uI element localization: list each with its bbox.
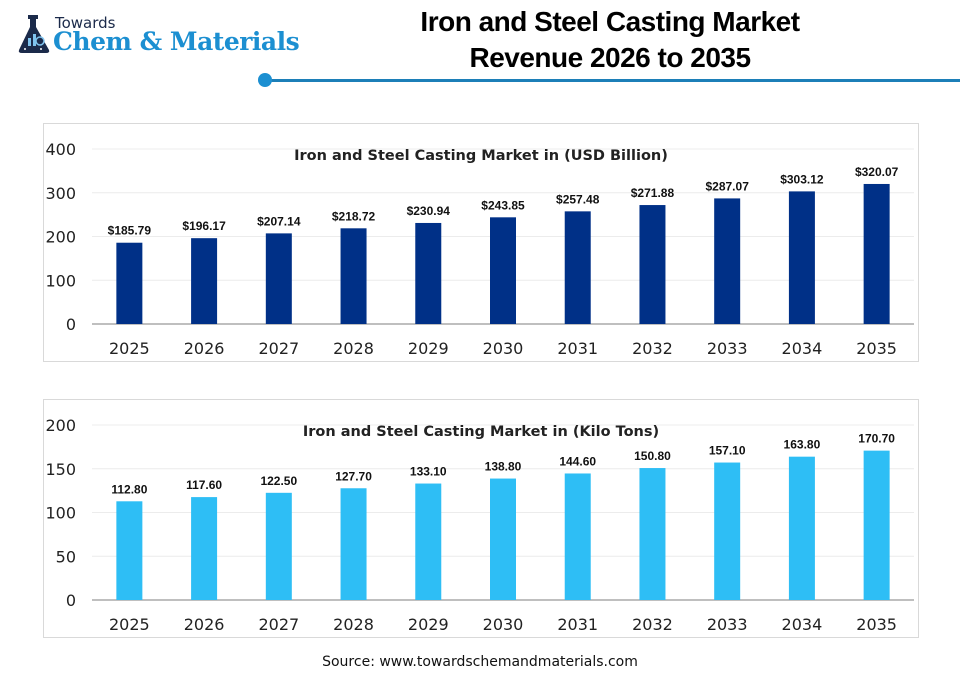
y-tick-label: 100: [45, 504, 76, 523]
bar: [340, 488, 367, 600]
logo-text-towards: Towards: [55, 14, 116, 32]
data-label: 170.70: [858, 432, 895, 446]
y-tick-label: 50: [56, 547, 76, 566]
y-tick-label: 200: [45, 228, 76, 247]
decorative-dot: [258, 73, 272, 87]
x-tick-label: 2025: [109, 339, 150, 358]
x-tick-label: 2034: [782, 615, 823, 634]
bar: [490, 478, 516, 600]
x-tick-label: 2026: [184, 615, 225, 634]
y-tick-label: 0: [66, 315, 76, 334]
bar: [340, 228, 367, 324]
data-label: $303.12: [780, 172, 824, 186]
data-label: $185.79: [108, 224, 152, 238]
bar: [116, 242, 143, 324]
data-label: 163.80: [784, 438, 821, 452]
data-label: $230.94: [407, 204, 451, 218]
bar: [265, 233, 292, 324]
data-label: 112.80: [111, 482, 147, 496]
data-label: 122.50: [260, 474, 297, 488]
y-tick-label: 400: [45, 140, 76, 159]
revenue-bar-chart: 0 100 200 300 400 Iron and Steel Casting Mark…: [45, 140, 914, 358]
title-line-2: Revenue 2026 to 2035: [469, 42, 751, 73]
data-label: $196.17: [182, 219, 226, 233]
y-tick-label: 300: [45, 184, 76, 203]
data-label: $243.85: [481, 198, 525, 212]
page-title: Iron and Steel Casting Market Revenue 20…: [330, 4, 890, 76]
bar: [788, 191, 815, 324]
volume-chart-panel: 0 50 100 150 200 Iron and Steel Casting Marke…: [43, 399, 919, 638]
data-label: 117.60: [186, 478, 222, 492]
y-tick-label: 200: [45, 416, 76, 435]
bar: [415, 483, 442, 600]
x-tick-label: 2031: [557, 615, 598, 634]
revenue-chart-panel: 0 100 200 300 400 Iron and Steel Casting Mark…: [43, 123, 919, 362]
bar: [564, 211, 591, 324]
volume-bar-chart: 0 50 100 150 200 Iron and Steel Casting Marke…: [45, 416, 914, 634]
x-tick-label: 2031: [557, 339, 598, 358]
x-tick-label: 2027: [258, 339, 299, 358]
x-tick-label: 2026: [184, 339, 225, 358]
x-tick-label: 2027: [258, 615, 299, 634]
flask-icon: [18, 15, 50, 53]
x-tick-label: 2035: [856, 615, 897, 634]
x-tick-label: 2034: [782, 339, 823, 358]
data-label: 157.10: [709, 444, 746, 458]
bar: [490, 217, 516, 324]
bar: [863, 450, 890, 600]
data-label: 144.60: [559, 454, 596, 468]
bar: [639, 468, 666, 600]
x-tick-label: 2028: [333, 615, 374, 634]
data-label: 150.80: [634, 449, 671, 463]
x-tick-label: 2029: [408, 615, 449, 634]
x-tick-label: 2030: [483, 339, 524, 358]
x-tick-label: 2025: [109, 615, 150, 634]
data-label: $218.72: [332, 209, 376, 223]
logo-text-brand: Chem & Materials: [53, 27, 300, 56]
data-label: $207.14: [257, 214, 301, 228]
bar: [191, 238, 218, 324]
bar: [714, 462, 741, 600]
chart-title: Iron and Steel Casting Market in (USD Bi…: [294, 148, 668, 164]
bar: [415, 222, 442, 324]
data-label: $257.48: [556, 192, 600, 206]
bar: [191, 497, 218, 600]
x-tick-label: 2032: [632, 339, 673, 358]
decorative-divider: [264, 79, 960, 82]
bar: [639, 205, 666, 324]
data-label: 138.80: [485, 460, 522, 474]
bar: [788, 456, 815, 600]
y-tick-label: 150: [45, 460, 76, 479]
data-label: $287.07: [705, 179, 749, 193]
data-label: 127.70: [335, 469, 372, 483]
x-tick-label: 2029: [408, 339, 449, 358]
x-tick-label: 2028: [333, 339, 374, 358]
data-label: 133.10: [410, 465, 447, 479]
x-tick-label: 2033: [707, 615, 748, 634]
data-label: $271.88: [631, 186, 675, 200]
x-tick-label: 2032: [632, 615, 673, 634]
y-tick-label: 0: [66, 591, 76, 610]
brand-logo: Towards Chem & Materials: [15, 12, 300, 57]
x-tick-label: 2035: [856, 339, 897, 358]
x-tick-label: 2033: [707, 339, 748, 358]
source-note: Source: www.towardschemandmaterials.com: [322, 654, 638, 670]
bar: [116, 501, 143, 600]
y-tick-label: 100: [45, 271, 76, 290]
data-label: $320.07: [855, 165, 899, 179]
bar: [714, 198, 741, 324]
chart-title: Iron and Steel Casting Market in (Kilo T…: [303, 424, 659, 440]
bar: [265, 492, 292, 600]
bar: [863, 183, 890, 324]
title-line-1: Iron and Steel Casting Market: [420, 6, 800, 37]
x-tick-label: 2030: [483, 615, 524, 634]
bar: [564, 473, 591, 600]
